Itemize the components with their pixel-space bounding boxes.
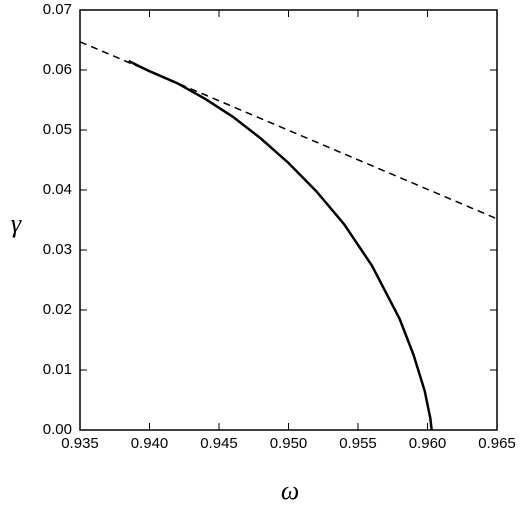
y-tick-label: 0.05 — [43, 121, 72, 138]
y-tick-label: 0.02 — [43, 301, 72, 318]
x-tick-label: 0.940 — [131, 435, 169, 452]
x-tick-label: 0.960 — [409, 435, 447, 452]
line — [79, 41, 498, 220]
x-tick-label: 0.965 — [478, 435, 516, 452]
y-tick-label: 0.06 — [43, 61, 72, 78]
line — [128, 59, 433, 431]
x-tick-label: 0.955 — [339, 435, 377, 452]
x-tick-label: 0.950 — [270, 435, 308, 452]
y-tick-label: 0.03 — [43, 241, 72, 258]
x-axis-label: ω — [281, 476, 299, 505]
y-tick-label: 0.07 — [43, 1, 72, 18]
y-tick-label: 0.04 — [43, 181, 72, 198]
y-tick-label: 0.00 — [43, 421, 72, 438]
y-tick-label: 0.01 — [43, 361, 72, 378]
y-axis-label: γ — [11, 209, 22, 238]
x-tick-label: 0.935 — [61, 435, 99, 452]
x-tick-label: 0.945 — [200, 435, 238, 452]
plot-frame — [79, 9, 498, 431]
